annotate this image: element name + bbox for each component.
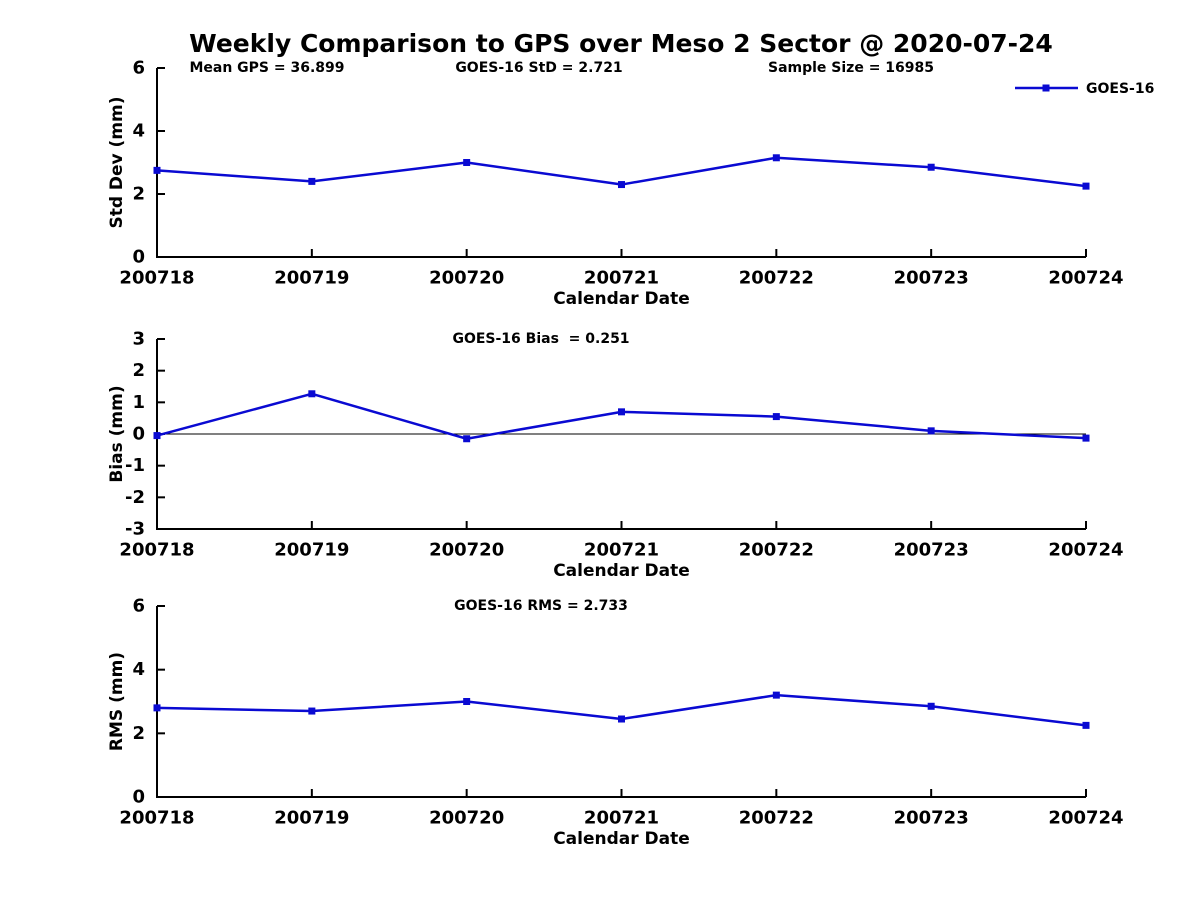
data-point-marker <box>618 181 625 189</box>
y-axis-label: RMS (mm) <box>107 652 127 751</box>
subplot-bias-panel: -3 -2 -1 0 1 2 3 200718 200719 200720 200721 200722… <box>107 329 1124 582</box>
data-point-marker <box>153 704 161 712</box>
y-tick-label: 6 <box>132 58 145 79</box>
y-tick-label: 0 <box>132 247 145 268</box>
x-axis-label: Calendar Date <box>553 561 690 581</box>
y-tick-label: 3 <box>132 329 145 350</box>
data-point-marker <box>463 435 471 443</box>
subplot-std-dev-panel: 0 2 4 6 200718 200719 200720 200721 200722 200723… <box>107 58 1124 310</box>
x-tick-label: 200721 <box>584 540 659 561</box>
data-point-marker <box>772 691 780 699</box>
x-tick-label: 200723 <box>894 540 969 561</box>
x-tick-label: 200720 <box>429 268 504 289</box>
data-point-marker <box>1082 721 1090 729</box>
x-axis-label: Calendar Date <box>553 829 690 849</box>
subplot-rms-panel: 0 2 4 6 200718 200719 200720 200721 200722 200723… <box>107 596 1124 850</box>
x-tick-label: 200718 <box>119 540 194 561</box>
panel-annotation: GOES-16 Bias = 0.251 <box>452 331 629 347</box>
x-tick-label: 200721 <box>584 268 659 289</box>
x-tick-label: 200719 <box>274 808 349 829</box>
data-point-marker <box>618 715 625 723</box>
x-tick-label: 200723 <box>894 268 969 289</box>
panel-annotation: Sample Size = 16985 <box>768 60 934 76</box>
x-tick-label: 200724 <box>1048 808 1123 829</box>
panel-annotation: GOES-16 RMS = 2.733 <box>454 598 628 614</box>
data-point-marker <box>772 154 780 162</box>
y-tick-label: 4 <box>132 121 145 142</box>
y-axis-label: Bias (mm) <box>107 385 127 482</box>
y-axis-label: Std Dev (mm) <box>107 96 127 228</box>
data-point-marker <box>463 159 471 166</box>
y-tick-label: -2 <box>125 487 145 508</box>
data-point-marker <box>153 166 161 174</box>
y-tick-label: 2 <box>132 184 145 205</box>
data-point-marker <box>1082 182 1090 190</box>
data-point-marker <box>772 413 780 421</box>
y-tick-label: 0 <box>132 424 145 445</box>
x-tick-label: 200722 <box>739 268 814 289</box>
data-point-marker <box>308 390 316 398</box>
y-tick-label: 2 <box>132 360 145 381</box>
x-tick-label: 200719 <box>274 540 349 561</box>
x-tick-label: 200722 <box>739 808 814 829</box>
x-tick-label: 200720 <box>429 540 504 561</box>
x-tick-label: 200724 <box>1048 268 1123 289</box>
y-tick-label: 6 <box>132 596 145 617</box>
series-line <box>156 392 1087 440</box>
legend: GOES-16 <box>1015 81 1154 97</box>
x-tick-label: 200718 <box>119 268 194 289</box>
panel-annotation: Mean GPS = 36.899 <box>189 60 344 76</box>
data-point-marker <box>1082 434 1090 442</box>
legend-marker-icon <box>1042 84 1050 92</box>
y-tick-label: 1 <box>132 392 145 413</box>
y-tick-label: 0 <box>132 787 145 808</box>
y-tick-label: -3 <box>125 519 145 540</box>
x-tick-label: 200723 <box>894 808 969 829</box>
data-point-marker <box>153 432 161 440</box>
figure-title: Weekly Comparison to GPS over Meso 2 Sec… <box>189 29 1053 58</box>
x-tick-label: 200722 <box>739 540 814 561</box>
x-tick-label: 200718 <box>119 808 194 829</box>
panel-annotation: GOES-16 StD = 2.721 <box>455 60 622 76</box>
data-point-marker <box>927 163 935 171</box>
legend-label: GOES-16 <box>1086 81 1154 97</box>
y-tick-label: -1 <box>125 455 145 476</box>
x-tick-label: 200721 <box>584 808 659 829</box>
data-point-marker <box>308 177 316 185</box>
subplots: 0 2 4 6 200718 200719 200720 200721 200722 200723… <box>107 58 1124 850</box>
data-point-marker <box>927 702 935 710</box>
y-tick-label: 4 <box>132 659 145 680</box>
data-point-marker <box>463 698 471 705</box>
x-tick-label: 200720 <box>429 808 504 829</box>
x-tick-label: 200719 <box>274 268 349 289</box>
x-tick-label: 200724 <box>1048 540 1123 561</box>
data-point-marker <box>927 427 935 435</box>
data-point-marker <box>308 707 316 715</box>
data-point-marker <box>618 408 625 416</box>
x-axis-label: Calendar Date <box>553 289 690 309</box>
y-tick-label: 2 <box>132 723 145 744</box>
